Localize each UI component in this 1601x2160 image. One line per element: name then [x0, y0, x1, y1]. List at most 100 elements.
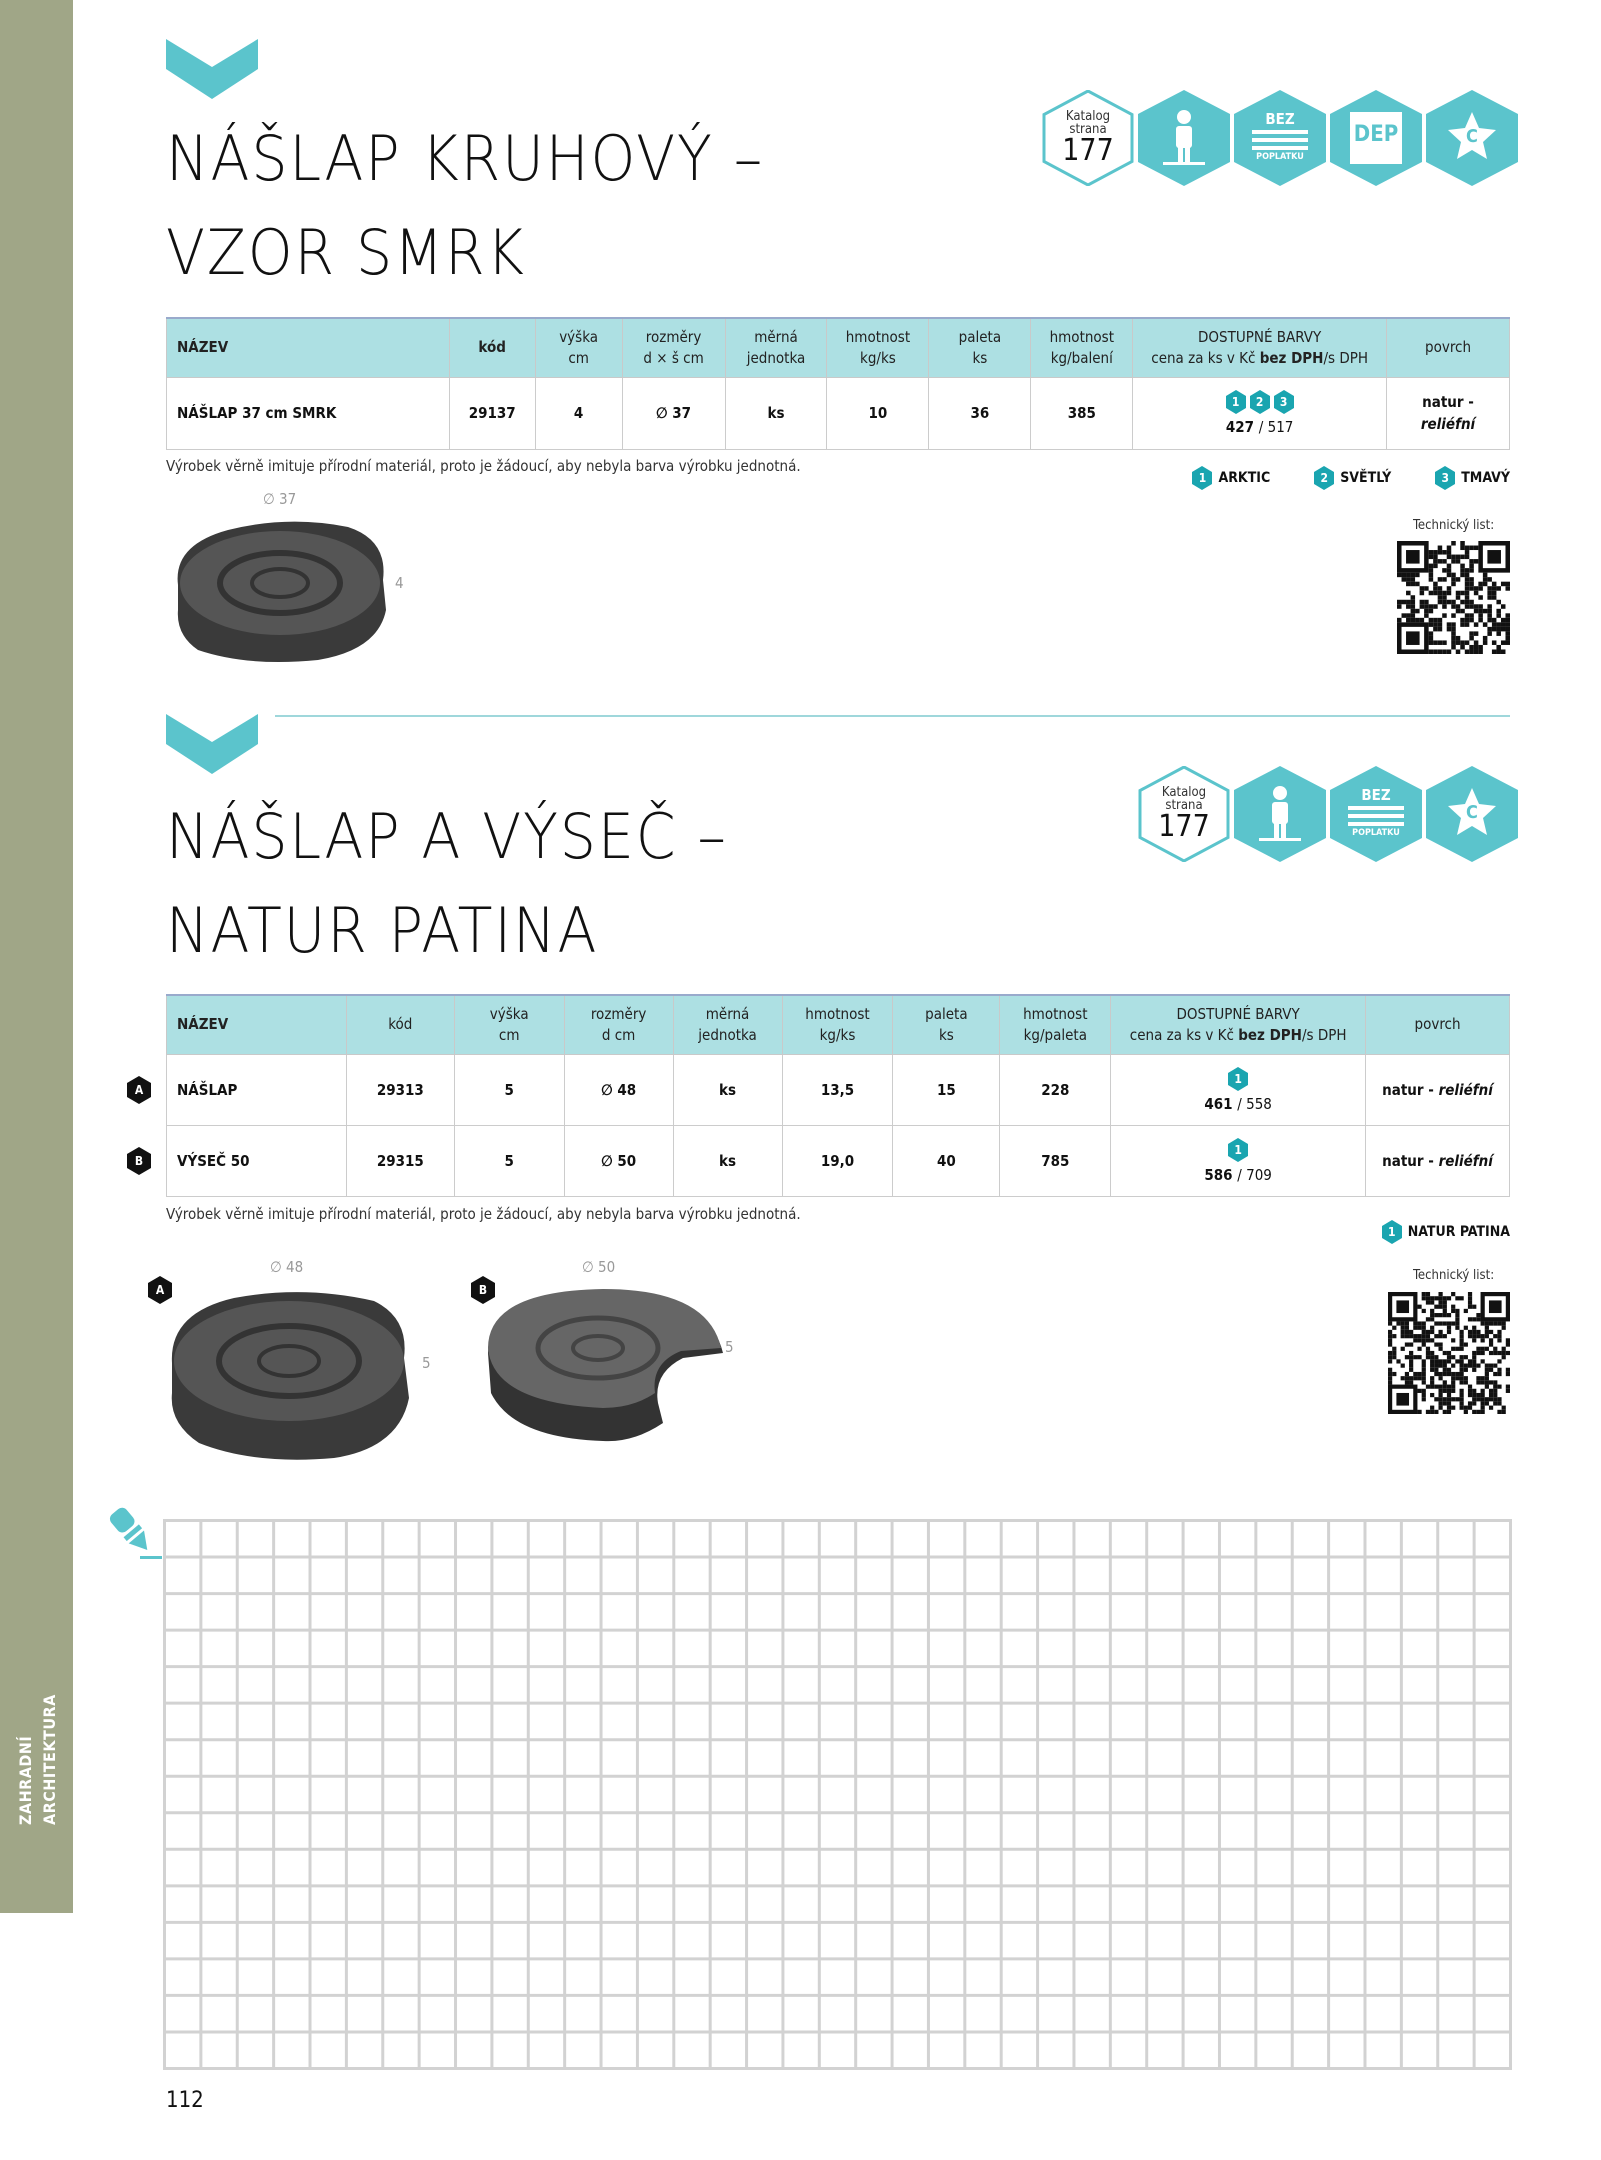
- table-header: NÁZEV kód výška cm rozměry d × š cm měrná jedno…: [166, 317, 1510, 378]
- qr-code[interactable]: [1397, 541, 1510, 654]
- product-table: NÁZEV kód výška cm rozměry d × š cm měrná jedno…: [166, 317, 1510, 450]
- diameter-label: ∅ 50: [582, 1258, 616, 1276]
- chevron-down-icon: [166, 39, 258, 99]
- product-name: NÁŠLAP 37 cm SMRK: [166, 376, 450, 450]
- surface: natur - reliéfní: [1386, 376, 1510, 450]
- price: 427 / 517: [1225, 418, 1294, 436]
- table-row: B VÝSEČ 50 29315 5 ∅ 50 ks 19,0 40 785 1 5…: [127, 1124, 1510, 1197]
- height-label: 5: [422, 1354, 431, 1372]
- section-title: VZOR SMRK: [166, 216, 526, 289]
- color-number-badge: 1: [1192, 466, 1213, 490]
- column-header: kód: [448, 317, 536, 378]
- section-label: ZAHRADNÍ ARCHITEKTURA: [16, 1694, 59, 1825]
- column-header: povrch: [1386, 317, 1510, 378]
- column-header: hmotnost kg/ks: [781, 994, 894, 1055]
- marker-b: B: [471, 1276, 495, 1304]
- price: 461 / 558: [1204, 1094, 1272, 1113]
- colors-price: 1 586 / 709: [1110, 1124, 1367, 1197]
- catalog-page-badge: Katalog strana 177: [1138, 765, 1230, 863]
- header-colors: DOSTUPNÉ BARVY cena za ks v Kč bez DPH/s …: [1132, 317, 1388, 378]
- product-table: NÁZEV kód výška cm rozměry d cm měrná jednotka h…: [127, 994, 1510, 1197]
- column-header: NÁZEV: [166, 317, 450, 378]
- column-header: hmotnost kg/ks: [826, 317, 930, 378]
- column-header: paleta ks: [928, 317, 1032, 378]
- color-number-badge: 1: [1228, 1137, 1249, 1162]
- color-legend: 1 ARKTIC 2 SVĚTLÝ 3 TMAVÝ: [1192, 466, 1510, 490]
- color-number-badge: 3: [1435, 466, 1456, 490]
- weight-pack: 228: [999, 1053, 1112, 1126]
- legend-item: 3 TMAVÝ: [1435, 466, 1510, 490]
- pallet: 36: [928, 376, 1032, 450]
- code: 29137: [448, 376, 536, 450]
- tech-sheet-label: Technický list:: [1413, 1268, 1495, 1283]
- legend-item: 2 SVĚTLÝ: [1314, 466, 1391, 490]
- product-name: A NÁŠLAP: [127, 1053, 347, 1126]
- weight-pack: 385: [1030, 376, 1134, 450]
- column-header: hmotnost kg/balení: [1030, 317, 1134, 378]
- column-header: rozměry d cm: [563, 994, 674, 1055]
- page-number: 112: [166, 2088, 204, 2113]
- table-row: A NÁŠLAP 29313 5 ∅ 48 ks 13,5 15 228 1 461…: [127, 1053, 1510, 1126]
- human-height-icon: [1138, 90, 1230, 186]
- weight: 13,5: [781, 1053, 894, 1126]
- section-divider: [275, 715, 1510, 717]
- color-number-badge: 1: [1381, 1220, 1402, 1244]
- product-image-b: [488, 1289, 723, 1442]
- marker-a: A: [148, 1276, 172, 1304]
- color-note: Výrobek věrně imituje přírodní materiál,…: [166, 1205, 801, 1223]
- column-header: NÁZEV: [166, 994, 347, 1055]
- height: 5: [453, 1053, 565, 1126]
- notes-grid[interactable]: [163, 1519, 1512, 2070]
- weight: 10: [826, 376, 930, 450]
- feature-icons: Katalog strana 177 BEZ POPLATKU DEP C: [1042, 89, 1518, 187]
- diameter-label: ∅ 48: [270, 1258, 304, 1276]
- height: 4: [534, 376, 623, 450]
- column-header: paleta ks: [892, 994, 1001, 1055]
- column-header: měrná jednotka: [724, 317, 828, 378]
- product-image-a: [171, 1292, 409, 1460]
- product-image: [177, 521, 386, 663]
- legend-item: 1 ARKTIC: [1192, 466, 1270, 490]
- column-header: měrná jednotka: [672, 994, 783, 1055]
- size: ∅ 37: [621, 376, 726, 450]
- legend-item: 1 NATUR PATINA: [1381, 1220, 1510, 1244]
- code: 29315: [345, 1124, 455, 1197]
- surface: natur - reliéfní: [1365, 1053, 1510, 1126]
- feature-icons: Katalog strana 177 BEZ POPLATKU C: [1138, 765, 1518, 863]
- column-header: výška cm: [453, 994, 565, 1055]
- size: ∅ 50: [563, 1124, 674, 1197]
- chevron-down-icon: [166, 714, 258, 774]
- dep-icon: DEP: [1330, 90, 1422, 186]
- color-number-badge: 1: [1225, 390, 1246, 414]
- price: 586 / 709: [1204, 1165, 1272, 1184]
- color-legend: 1 NATUR PATINA: [1381, 1220, 1510, 1244]
- unit: ks: [672, 1124, 783, 1197]
- height-label: 4: [395, 574, 404, 592]
- code: 29313: [345, 1053, 455, 1126]
- column-header: rozměry d × š cm: [621, 317, 726, 378]
- pallet: 40: [892, 1124, 1001, 1197]
- no-pallet-fee-icon: BEZ POPLATKU: [1234, 90, 1326, 186]
- catalog-page-badge: Katalog strana 177: [1042, 89, 1134, 187]
- colors-price: 1 2 3 427 / 517: [1132, 376, 1388, 450]
- no-pallet-fee-icon: BEZ POPLATKU: [1330, 766, 1422, 862]
- colors-price: 1 461 / 558: [1110, 1053, 1367, 1126]
- unit: ks: [724, 376, 828, 450]
- table-header: NÁZEV kód výška cm rozměry d cm měrná jednotka h…: [166, 994, 1510, 1055]
- product-name: B VÝSEČ 50: [127, 1124, 347, 1197]
- column-header: výška cm: [534, 317, 623, 378]
- star-c-icon: C: [1426, 766, 1518, 862]
- height: 5: [453, 1124, 565, 1197]
- column-header: povrch: [1365, 994, 1510, 1055]
- color-number-badge: 2: [1314, 466, 1335, 490]
- height-label: 5: [725, 1338, 734, 1356]
- size: ∅ 48: [563, 1053, 674, 1126]
- human-height-icon: [1234, 766, 1326, 862]
- diameter-label: ∅ 37: [263, 490, 297, 508]
- color-note: Výrobek věrně imituje přírodní materiál,…: [166, 457, 801, 475]
- row-marker: A: [127, 1076, 151, 1104]
- section-sidebar: [0, 0, 73, 1913]
- qr-code[interactable]: [1388, 1292, 1510, 1414]
- section-title: NÁŠLAP KRUHOVÝ –: [166, 122, 765, 195]
- column-header: kód: [345, 994, 455, 1055]
